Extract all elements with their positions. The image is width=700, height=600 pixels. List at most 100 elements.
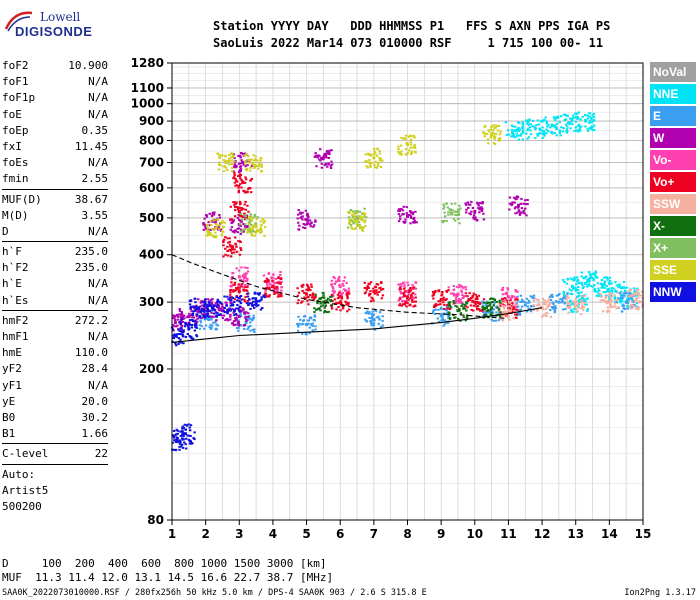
echo-point xyxy=(606,306,610,309)
echo-point xyxy=(607,298,611,301)
legend-item: Vo- xyxy=(650,150,696,170)
param-separator xyxy=(2,241,108,243)
echo-point xyxy=(182,426,186,429)
echo-point xyxy=(546,306,549,309)
echo-point xyxy=(486,300,489,303)
echo-point xyxy=(297,325,300,328)
echo-point xyxy=(581,304,584,307)
echo-point xyxy=(364,225,367,228)
x-tick-label: 3 xyxy=(235,527,243,541)
echo-point xyxy=(451,209,454,212)
series-ssw xyxy=(497,288,644,322)
echo-point xyxy=(598,289,601,292)
echo-point xyxy=(240,159,243,162)
echo-point xyxy=(542,130,546,133)
echo-point xyxy=(451,292,455,295)
echo-point xyxy=(398,210,401,213)
echo-point xyxy=(370,153,373,156)
echo-point xyxy=(521,130,524,133)
echo-point xyxy=(494,319,497,322)
echo-point xyxy=(454,304,457,307)
echo-point xyxy=(462,316,465,319)
param-value: 110.0 xyxy=(74,346,108,360)
echo-point xyxy=(243,272,246,275)
echo-point xyxy=(276,285,279,288)
echo-point xyxy=(635,294,638,297)
echo-point xyxy=(268,294,271,297)
echo-point xyxy=(369,300,373,303)
echo-point xyxy=(273,293,276,296)
echo-point xyxy=(238,173,242,176)
echo-point xyxy=(628,291,632,294)
echo-point xyxy=(411,284,414,287)
echo-point xyxy=(220,233,223,236)
echo-point xyxy=(187,327,191,331)
param-row: hmF2 272.2 xyxy=(2,313,108,329)
echo-point xyxy=(464,304,467,307)
echo-point xyxy=(431,294,434,297)
echo-point xyxy=(191,323,194,326)
param-value: 11.45 xyxy=(74,139,108,153)
echo-point xyxy=(236,208,240,211)
echo-point xyxy=(518,128,522,131)
echo-point xyxy=(196,317,199,320)
echo-point xyxy=(236,286,239,289)
echo-point xyxy=(237,307,240,310)
echo-point xyxy=(236,231,240,234)
echo-point xyxy=(178,330,181,333)
echo-point xyxy=(539,120,542,123)
echo-point xyxy=(439,307,443,310)
echo-point xyxy=(507,133,510,136)
echo-point xyxy=(512,317,515,320)
legend-item: W xyxy=(650,128,696,148)
echo-point xyxy=(511,202,514,205)
echo-point xyxy=(306,319,309,322)
echo-point xyxy=(196,298,200,301)
x-tick-label: 14 xyxy=(601,527,618,541)
echo-point xyxy=(493,126,496,129)
echo-point xyxy=(267,287,271,290)
echo-point xyxy=(243,154,246,157)
echo-point xyxy=(190,335,193,338)
echo-point xyxy=(466,201,470,204)
echo-point xyxy=(526,203,529,206)
echo-point xyxy=(454,219,457,222)
echo-point xyxy=(340,292,343,295)
param-value: N/A xyxy=(88,224,108,238)
echo-point xyxy=(400,282,403,285)
echo-point xyxy=(468,212,471,215)
echo-point xyxy=(592,116,596,119)
echo-point xyxy=(512,295,516,298)
echo-point xyxy=(412,134,415,137)
echo-point xyxy=(499,305,502,308)
echo-point xyxy=(497,125,501,128)
echo-point xyxy=(603,284,607,287)
echo-point xyxy=(204,225,207,228)
echo-point xyxy=(532,304,535,307)
echo-point xyxy=(469,213,472,216)
echo-point xyxy=(504,314,508,317)
echo-point xyxy=(185,424,188,427)
echo-point xyxy=(398,215,402,218)
echo-point xyxy=(333,277,336,280)
echo-point xyxy=(238,286,241,289)
echo-point xyxy=(375,316,379,319)
echo-point xyxy=(301,218,304,221)
echo-point xyxy=(533,125,536,128)
echo-point xyxy=(510,131,514,134)
echo-point xyxy=(249,191,253,194)
echo-point xyxy=(229,228,232,231)
echo-point xyxy=(260,231,263,234)
echo-point xyxy=(365,288,369,291)
echo-point xyxy=(446,304,449,307)
echo-point xyxy=(493,143,497,146)
echo-point xyxy=(244,295,247,298)
echo-point xyxy=(410,295,413,298)
echo-point xyxy=(296,329,300,332)
echo-point xyxy=(408,134,412,137)
echo-point xyxy=(520,132,523,135)
echo-point xyxy=(630,297,634,300)
echo-point xyxy=(202,228,206,231)
echo-point xyxy=(632,300,635,303)
echo-point xyxy=(207,227,210,230)
